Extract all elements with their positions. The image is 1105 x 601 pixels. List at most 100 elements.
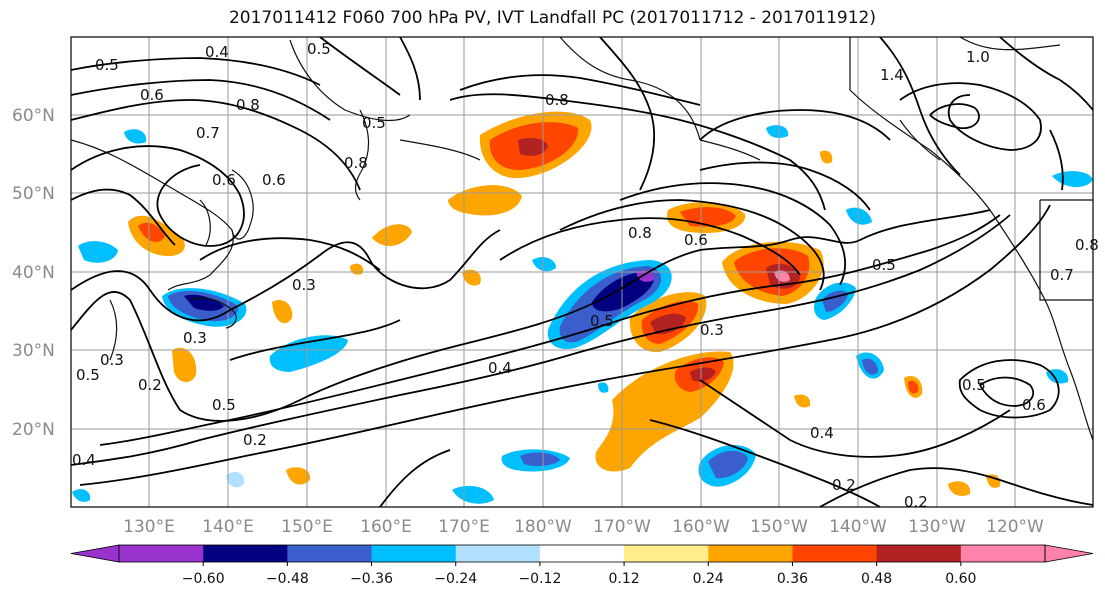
contour-label: 0.4 [488, 359, 512, 377]
lat-label-20n: 20°N [12, 420, 55, 440]
map-frame [70, 36, 1094, 508]
positive-anomaly [518, 138, 548, 156]
contour-label: 0.6 [212, 171, 236, 189]
colorbar: −0.60 −0.48 −0.36 −0.24 −0.12 0.12 0.24 0.36 0.4… [70, 544, 1094, 587]
colorbar-tick-label: 0.24 [693, 571, 724, 587]
positive-anomaly [794, 394, 811, 408]
negative-anomaly [532, 257, 556, 272]
contour-label: 0.5 [76, 366, 100, 384]
contour-label: 0.4 [810, 424, 834, 442]
colorbar-outline [118, 544, 1046, 563]
negative-anomaly [78, 241, 118, 263]
contour-label: 1.4 [880, 66, 904, 84]
contour-label: 0.2 [904, 493, 928, 511]
lon-label: 140°E [202, 517, 254, 537]
contour-label: 0.7 [1050, 266, 1074, 284]
contour-label: 0.2 [138, 376, 162, 394]
negative-anomaly [72, 489, 91, 502]
lat-label-50n: 50°N [12, 184, 55, 204]
colorbar-tick-label: 0.12 [609, 571, 640, 587]
positive-anomaly [286, 467, 311, 485]
contour-label: 0.4 [205, 43, 229, 61]
positive-anomaly [986, 474, 1001, 488]
lon-label: 140°W [829, 517, 887, 537]
map-panel: 0.4 0.5 0.5 0.6 0.7 0.8 0.5 0.6 0.8 0.6 … [70, 36, 1099, 511]
negative-anomaly [226, 471, 245, 488]
contour-label: 0.5 [307, 40, 331, 58]
map-title: 2017011412 F060 700 hPa PV, IVT Landfall… [228, 8, 876, 28]
contour-label: 1.0 [966, 48, 990, 66]
lat-label-30n: 30°N [12, 341, 55, 361]
positive-anomaly [650, 313, 686, 335]
positive-anomaly [948, 481, 971, 496]
lon-label: 170°W [593, 517, 651, 537]
lon-label: 180°W [514, 517, 572, 537]
longitude-labels: 130°E 140°E 150°E 160°E 170°E 180°W 170°… [123, 517, 1044, 537]
colorbar-tick-label: 0.60 [945, 571, 976, 587]
positive-anomaly [908, 380, 919, 394]
positive-anomaly [774, 270, 790, 282]
lon-label: 150°E [281, 517, 333, 537]
contour-label: 0.5 [590, 312, 614, 330]
contour-label: 0.2 [832, 476, 856, 494]
lon-label: 130°E [123, 517, 175, 537]
colorbar-segment [455, 545, 541, 562]
negative-anomaly [846, 207, 872, 225]
positive-anomaly [372, 224, 412, 246]
contour-labels: 0.4 0.5 0.5 0.6 0.7 0.8 0.5 0.6 0.8 0.6 … [72, 40, 1099, 511]
colorbar-tick-label: −0.12 [518, 571, 561, 587]
contour-label: 0.8 [628, 224, 652, 242]
colorbar-segment [708, 545, 793, 562]
contour-label: 0.2 [243, 431, 267, 449]
negative-anomaly [862, 358, 878, 375]
negative-anomaly [452, 485, 494, 504]
colorbar-segment [876, 545, 962, 562]
contour-label: 0.6 [140, 86, 164, 104]
contour-label: 0.8 [236, 96, 260, 114]
contour-label: 0.8 [344, 154, 368, 172]
contour-label: 0.8 [1075, 236, 1099, 254]
colorbar-tick-label: −0.48 [266, 571, 309, 587]
colorbar-arrow-left [70, 544, 120, 563]
lat-label-60n: 60°N [12, 106, 55, 126]
positive-anomaly [172, 347, 197, 383]
lon-label: 160°E [360, 517, 412, 537]
contour-label: 0.6 [1022, 396, 1046, 414]
colorbar-segment [287, 545, 373, 562]
contour-label: 0.7 [196, 124, 220, 142]
contour-label: 0.5 [212, 396, 236, 414]
negative-anomaly [598, 382, 609, 393]
lon-label: 130°W [908, 517, 966, 537]
contour-label: 0.5 [962, 376, 986, 394]
pc-shading [72, 111, 1093, 504]
lon-label: 120°W [986, 517, 1044, 537]
colorbar-segment [624, 545, 709, 562]
colorbar-segment [539, 545, 625, 562]
lon-label: 150°W [750, 517, 808, 537]
colorbar-tick-label: −0.24 [434, 571, 477, 587]
contour-label: 0.5 [362, 114, 386, 132]
positive-anomaly [138, 222, 165, 242]
contour-label: 0.6 [684, 231, 708, 249]
negative-anomaly [520, 452, 560, 467]
negative-anomaly [766, 125, 789, 138]
pv-contours [70, 36, 1094, 508]
lat-label-40n: 40°N [12, 263, 55, 283]
positive-anomaly [272, 299, 293, 324]
contour-label: 0.3 [292, 276, 316, 294]
negative-anomaly [592, 271, 654, 312]
colorbar-tick-label: 0.48 [861, 571, 892, 587]
contour-label: 0.8 [545, 91, 569, 109]
contour-label: 0.3 [100, 351, 124, 369]
negative-anomaly [124, 129, 147, 144]
positive-anomaly [462, 269, 481, 286]
lon-label: 170°E [438, 517, 490, 537]
contour-label: 0.3 [700, 321, 724, 339]
contour-label: 0.4 [72, 451, 96, 469]
negative-anomaly [708, 450, 748, 479]
colorbar-segment [960, 545, 1046, 562]
colorbar-segment [119, 545, 204, 562]
colorbar-segment [792, 545, 878, 562]
colorbar-tick-label: −0.60 [182, 571, 225, 587]
